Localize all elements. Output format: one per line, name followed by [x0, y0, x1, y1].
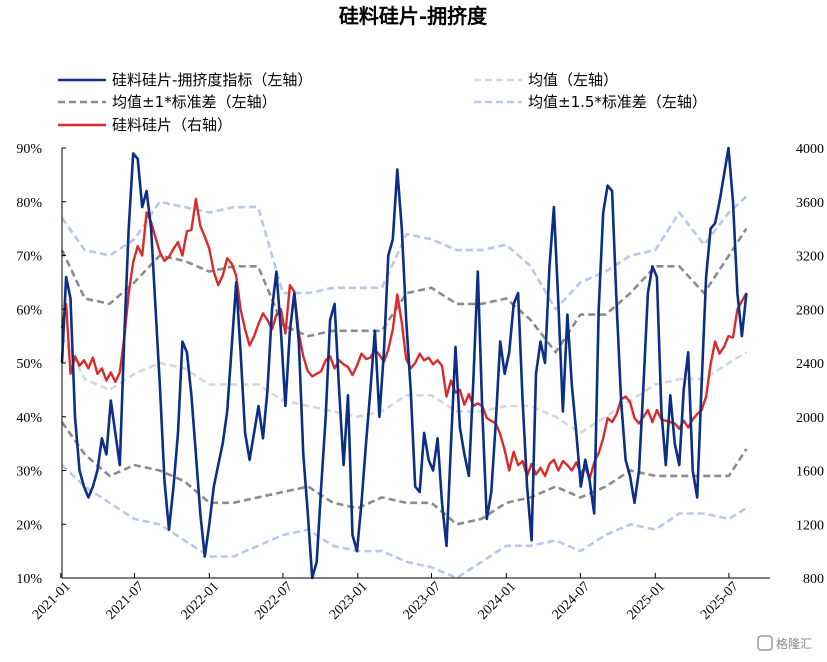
- left-tick-label: 40%: [16, 411, 42, 426]
- right-tick-label: 3600: [796, 196, 824, 211]
- x-tick-label: 2023-01: [327, 579, 371, 623]
- right-tick-label: 1600: [796, 465, 824, 480]
- legend: 硅料硅片-拥挤度指标（左轴） 均值（左轴） 均值±1*标准差（左轴） 均值±1.5*标…: [58, 71, 707, 134]
- left-tick-label: 50%: [16, 357, 42, 372]
- series-line-1: [60, 335, 748, 435]
- legend-label: 均值±1*标准差（左轴）: [112, 93, 277, 111]
- watermark: 格隆汇: [757, 635, 812, 651]
- x-tick-label: 2024-07: [550, 579, 594, 623]
- x-tick-label: 2025-01: [624, 579, 668, 623]
- legend-label: 硅料硅片-拥挤度指标（左轴）: [112, 71, 312, 89]
- x-tick-label: 2022-07: [252, 579, 296, 623]
- chart-title: 硅料硅片-拥挤度: [339, 4, 488, 28]
- left-tick-label: 90%: [16, 142, 42, 157]
- x-tick-label: 2025-07: [698, 579, 742, 623]
- left-tick-label: 70%: [16, 250, 42, 265]
- series-line-4: [60, 195, 748, 311]
- right-tick-label: 2800: [796, 303, 824, 318]
- plot-area: [60, 146, 748, 580]
- series-line-5: [61, 464, 748, 580]
- right-tick-label: 3200: [796, 250, 824, 265]
- right-tick-label: 2400: [796, 357, 824, 372]
- x-tick-label: 2024-01: [476, 579, 520, 623]
- left-tick-label: 10%: [16, 572, 42, 587]
- series-line-6: [60, 197, 748, 480]
- left-tick-label: 30%: [16, 465, 42, 480]
- left-tick-label: 20%: [16, 518, 42, 533]
- series-line-0: [60, 146, 748, 580]
- watermark-logo-icon: [757, 635, 773, 651]
- right-tick-label: 800: [803, 572, 824, 587]
- x-tick-label: 2023-07: [401, 579, 445, 623]
- left-tick-label: 80%: [16, 196, 42, 211]
- right-tick-label: 4000: [796, 142, 824, 157]
- legend-label: 硅料硅片（右轴）: [112, 116, 232, 134]
- right-tick-label: 1200: [796, 518, 824, 533]
- left-tick-label: 60%: [16, 303, 42, 318]
- legend-label: 均值±1.5*标准差（左轴）: [528, 93, 707, 111]
- right-tick-label: 2000: [796, 411, 824, 426]
- watermark-text: 格隆汇: [776, 636, 812, 651]
- series-line-2: [60, 227, 748, 354]
- x-tick-label: 2021-07: [104, 579, 148, 623]
- legend-label: 均值（左轴）: [528, 71, 618, 89]
- x-tick-label: 2022-01: [179, 579, 223, 623]
